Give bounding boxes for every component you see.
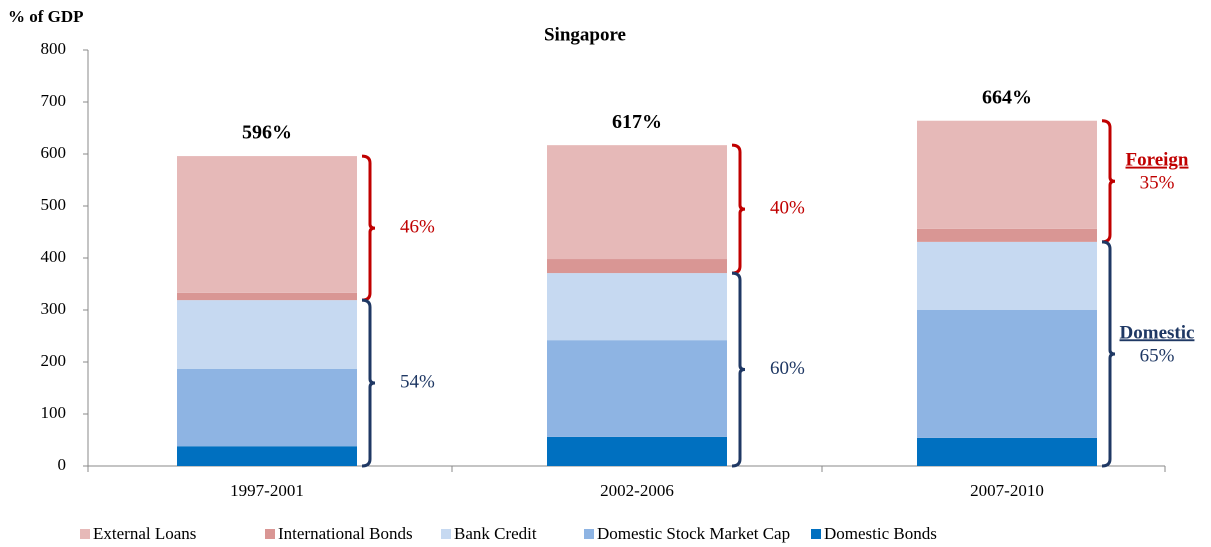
y-tick-label: 300 [41, 299, 67, 318]
legend-swatch [441, 529, 451, 539]
legend-label: Domestic Stock Market Cap [597, 524, 790, 543]
total-label: 596% [242, 122, 292, 144]
bar-segment [177, 156, 357, 293]
legend-label: External Loans [93, 524, 196, 543]
share-label: 40% [770, 197, 805, 218]
share-label: 46% [400, 216, 435, 237]
bar-segment [917, 310, 1097, 438]
y-tick-label: 100 [41, 403, 67, 422]
bar-segment [917, 241, 1097, 310]
bar-segment [917, 437, 1097, 466]
bar-segment [547, 259, 727, 274]
share-label: 65% [1140, 345, 1175, 366]
bar-segment [177, 300, 357, 369]
bar-segment [917, 228, 1097, 242]
x-tick-label: 1997-2001 [230, 481, 304, 500]
bracket [1101, 119, 1116, 244]
bar-segment [547, 340, 727, 437]
share-name: Domestic [1120, 322, 1195, 343]
total-label: 664% [982, 86, 1032, 108]
share-label: 35% [1140, 173, 1175, 194]
bar-segment [547, 436, 727, 466]
share-label: 54% [400, 371, 435, 392]
legend-swatch [811, 529, 821, 539]
bracket [1101, 240, 1116, 468]
legend-label: Domestic Bonds [824, 524, 937, 543]
y-tick-label: 600 [41, 143, 67, 162]
y-tick-label: 200 [41, 351, 67, 370]
share-name: Foreign [1126, 150, 1189, 171]
chart-title: Singapore [544, 24, 626, 45]
legend-swatch [265, 529, 275, 539]
y-tick-label: 700 [41, 91, 67, 110]
bar-segment [547, 273, 727, 341]
x-tick-label: 2002-2006 [600, 481, 674, 500]
total-label: 617% [612, 111, 662, 133]
legend-swatch [80, 529, 90, 539]
y-axis-label: % of GDP [8, 7, 84, 26]
bar-segment [177, 292, 357, 301]
y-tick-label: 500 [41, 195, 67, 214]
bar-segment [177, 368, 357, 447]
legend-swatch [584, 529, 594, 539]
legend-label: Bank Credit [454, 524, 537, 543]
x-tick-label: 2007-2010 [970, 481, 1044, 500]
bar-segment [547, 145, 727, 260]
legend-label: International Bonds [278, 524, 413, 543]
bracket [731, 143, 746, 275]
y-tick-label: 800 [41, 39, 67, 58]
bracket [361, 298, 376, 468]
bracket [731, 271, 746, 468]
bracket [361, 154, 376, 302]
share-label: 60% [770, 358, 805, 379]
y-tick-label: 0 [58, 455, 67, 474]
bar-segment [917, 120, 1097, 229]
bar-segment [177, 446, 357, 466]
y-tick-label: 400 [41, 247, 67, 266]
